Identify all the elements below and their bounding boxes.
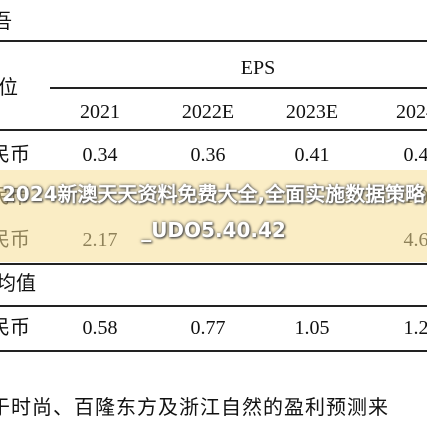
- column-header: 2021: [80, 101, 120, 123]
- rule: [0, 350, 427, 352]
- row-label: 民币: [0, 317, 30, 339]
- row-label: 民币: [0, 144, 30, 166]
- section-title: 吾: [0, 11, 12, 33]
- column-header: 2023E: [285, 101, 339, 123]
- cell: 0.77: [190, 317, 226, 339]
- average-label: 均值: [0, 273, 36, 295]
- footer-text: 于时尚、百隆东方及浙江自然的盈利预测来: [0, 397, 389, 419]
- cell: 0.34: [82, 144, 118, 166]
- cell: 0.36: [190, 144, 226, 166]
- cell: 0.4: [403, 144, 427, 166]
- banner-overlay: [0, 170, 427, 262]
- rule: [0, 129, 427, 131]
- group-header: EPS: [240, 57, 276, 79]
- cell: 0.41: [294, 144, 330, 166]
- cell: 0.58: [82, 317, 118, 339]
- unit-label: 位: [0, 77, 18, 99]
- rule: [0, 263, 427, 265]
- column-header: 2022E: [181, 101, 235, 123]
- rule: [0, 40, 427, 42]
- rule: [50, 87, 427, 89]
- rule: [0, 305, 427, 307]
- banner-text: 2024新澳天天资料免费大全,全面实施数据策略_UDO5.40.42: [1, 182, 426, 242]
- cell: 1.05: [294, 317, 330, 339]
- cell: 1.2: [403, 317, 427, 339]
- column-header: 2024: [396, 101, 427, 123]
